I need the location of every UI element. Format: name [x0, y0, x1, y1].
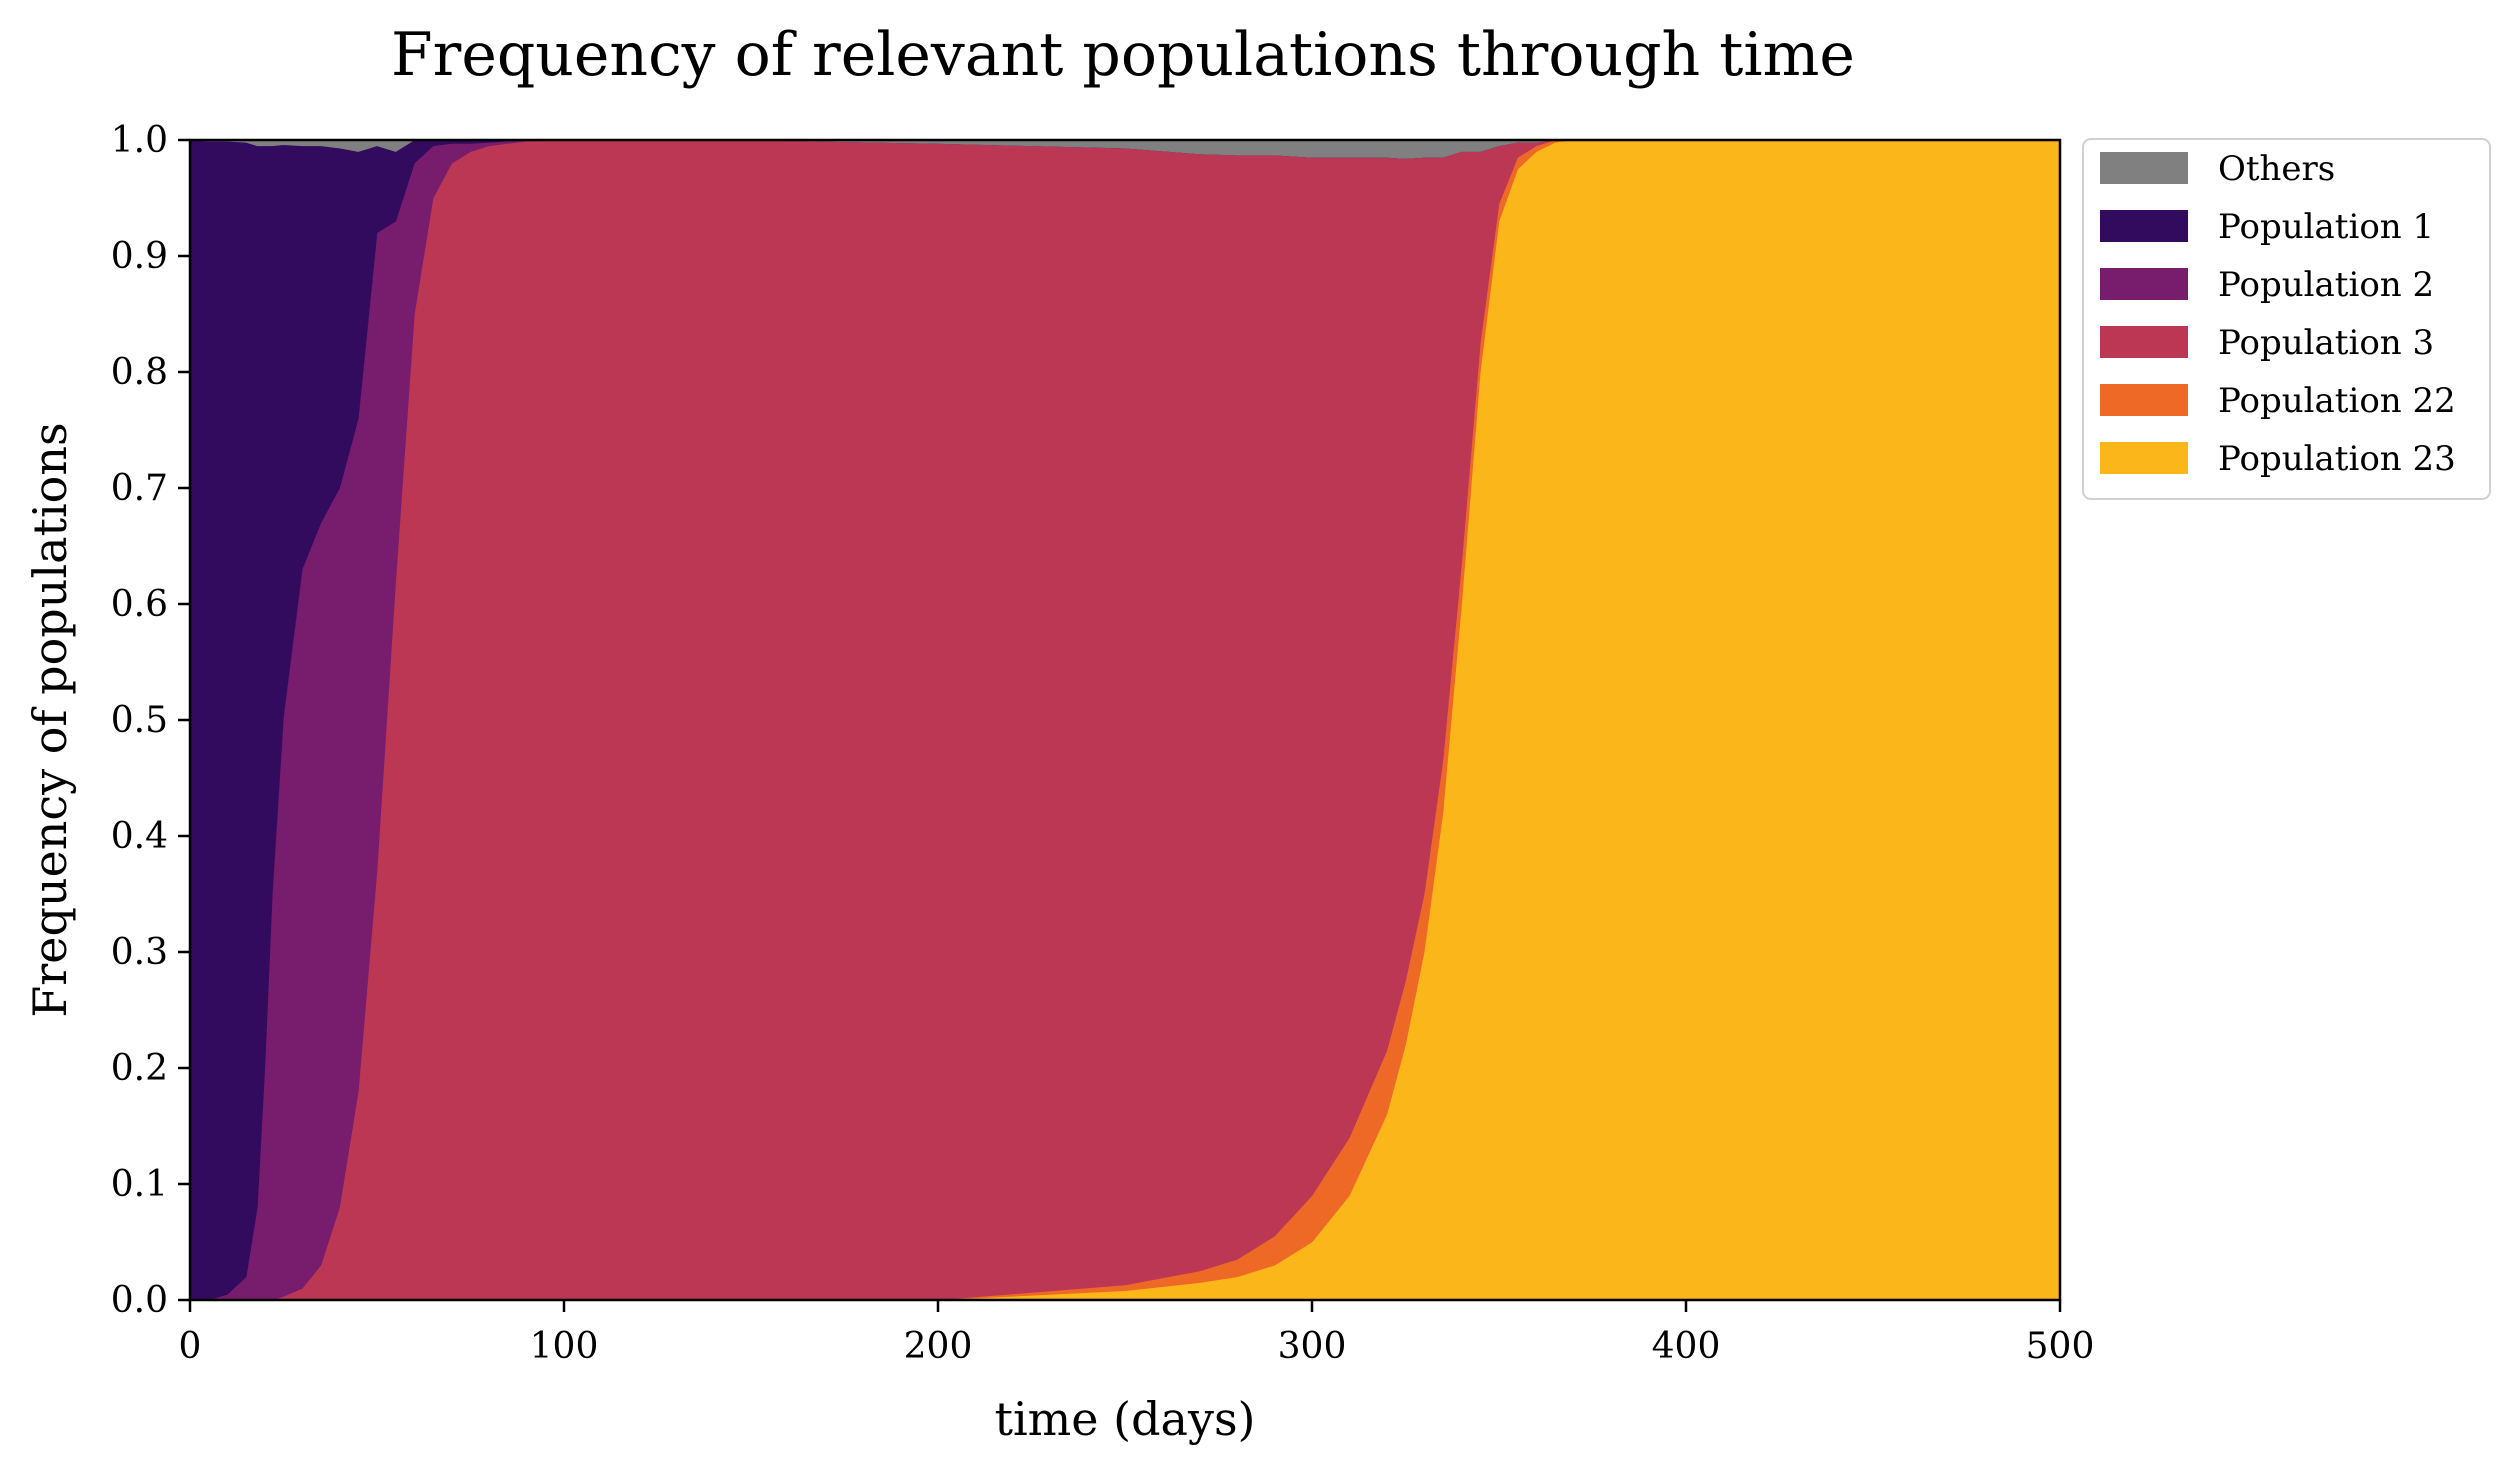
x-tick-label: 300 — [1278, 1326, 1347, 1367]
y-tick-label: 0.3 — [111, 932, 168, 973]
legend-label: Population 22 — [2218, 381, 2456, 421]
y-tick-label: 0.6 — [111, 584, 168, 625]
y-axis: 0.0 0.1 0.2 0.3 0.4 0.5 0.6 0.7 0.8 0.9 1.0 — [111, 120, 190, 1321]
y-tick-label: 0.5 — [111, 700, 168, 741]
legend-label: Population 2 — [2218, 265, 2434, 305]
x-axis: 0 100 200 300 400 500 — [179, 1300, 2095, 1367]
y-tick-label: 0.7 — [111, 468, 168, 509]
x-tick-label: 200 — [904, 1326, 973, 1367]
legend: Others Population 1 Population 2 Population… — [2082, 138, 2491, 500]
y-tick-label: 0.8 — [111, 352, 168, 393]
legend-label: Others — [2218, 149, 2335, 189]
y-tick-label: 0.1 — [111, 1164, 168, 1205]
y-tick-label: 0.2 — [111, 1048, 168, 1089]
x-tick-label: 100 — [530, 1326, 599, 1367]
legend-swatch — [2100, 210, 2188, 242]
x-tick-label: 0 — [179, 1326, 202, 1367]
y-tick-label: 1.0 — [111, 120, 168, 161]
legend-swatch — [2100, 326, 2188, 358]
y-tick-label: 0.0 — [111, 1280, 168, 1321]
y-axis-label: Frequency of populations — [23, 422, 77, 1017]
legend-label: Population 23 — [2218, 439, 2456, 479]
legend-label: Population 3 — [2218, 323, 2434, 363]
x-tick-label: 500 — [2026, 1326, 2095, 1367]
legend-swatch — [2100, 268, 2188, 300]
plot-areas — [189, 139, 2061, 1301]
legend-swatch — [2100, 442, 2188, 474]
y-tick-label: 0.9 — [111, 236, 168, 277]
legend-swatch — [2100, 384, 2188, 416]
x-tick-label: 400 — [1652, 1326, 1721, 1367]
legend-swatch — [2100, 152, 2188, 184]
legend-label: Population 1 — [2218, 207, 2434, 247]
chart-title: Frequency of relevant populations throug… — [391, 20, 1855, 90]
x-axis-label: time (days) — [994, 1392, 1255, 1446]
y-tick-label: 0.4 — [111, 816, 168, 857]
